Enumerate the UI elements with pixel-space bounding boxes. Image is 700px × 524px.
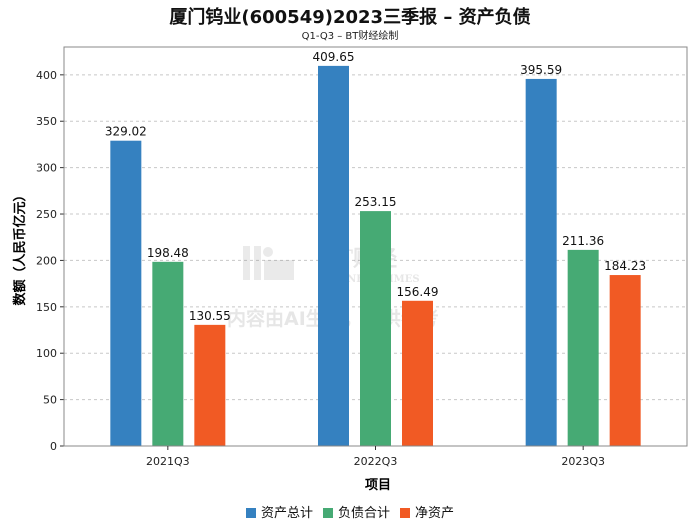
bars [110,65,641,447]
data-labels: 329.02 198.48 130.55 409.65 253.15 156.49 395.… [105,50,646,323]
bar-chart: BT财经 BUSINESS TIMES 内容由AI生成，仅供参考 329.021… [12,46,688,493]
y-axis-label: 数额（人民币亿元） [12,188,28,305]
legend-label: 负债合计 [337,506,390,521]
axes: 0 50 100 150 200 250 300 350 400 2021Q3 2022Q3 2023… [36,46,688,468]
bar [567,249,599,446]
x-tick-label: 2021Q3 [146,455,190,468]
y-tick-label: 250 [36,208,57,221]
data-label: 211.36 [562,234,604,248]
legend-item: 资产总计 [245,502,313,521]
bar [402,300,433,446]
y-tick-label: 50 [43,394,57,407]
y-tick-label: 300 [36,162,57,175]
data-label: 409.65 [313,50,355,64]
data-label: 198.48 [147,246,189,260]
chart-subtitle: Q1-Q3 – BT财经绘制 [301,31,399,42]
legend-label: 净资产 [415,506,455,521]
x-tick-label: 2023Q3 [561,455,605,468]
legend-label: 资产总计 [260,506,313,521]
legend-swatch [322,508,333,518]
legend: 资产总计 负债合计 净资产 [0,502,700,521]
data-label: 253.15 [355,195,397,209]
bar [194,324,226,446]
y-tick-label: 100 [36,347,57,360]
bar [318,65,349,446]
y-tick-label: 400 [36,69,57,82]
legend-swatch [245,508,256,518]
data-label: 395.59 [520,63,562,77]
y-tick-label: 200 [36,254,57,267]
y-tick-label: 150 [36,301,57,314]
y-tick-label: 350 [36,115,57,128]
chart-title: 厦门钨业(600549)2023三季报 – 资产负债 [169,7,531,28]
y-tick-label: 0 [50,440,57,453]
bar [525,78,557,447]
data-label: 329.02 [105,125,147,139]
data-label: 130.55 [189,309,231,323]
x-axis-label: 项目 [365,478,391,493]
x-tick-label: 2022Q3 [354,455,398,468]
bar [609,275,641,446]
data-label: 184.23 [604,259,646,273]
bar [110,140,142,446]
bar [360,211,391,446]
bt-logo-icon [243,246,294,280]
bar [152,261,184,446]
data-label: 156.49 [397,285,439,299]
legend-item: 负债合计 [322,502,390,521]
legend-item: 净资产 [400,502,454,521]
legend-swatch [400,508,410,518]
